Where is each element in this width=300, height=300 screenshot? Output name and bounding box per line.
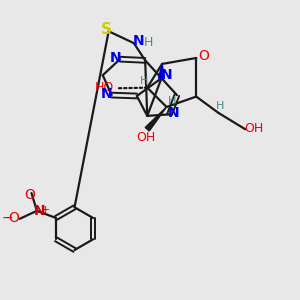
Text: N: N [101,87,113,101]
Text: O: O [198,49,209,63]
Text: −: − [2,211,14,225]
Text: N: N [110,51,121,65]
Text: N: N [133,34,145,48]
Text: H: H [143,36,153,49]
Text: OH: OH [136,131,155,144]
Polygon shape [145,107,166,131]
Polygon shape [158,64,164,78]
Text: N: N [168,106,179,120]
Text: H: H [168,96,176,106]
Text: S: S [101,22,112,37]
Text: O: O [25,188,35,202]
Text: N: N [160,68,172,82]
Text: O: O [8,211,19,225]
Text: H: H [140,76,148,86]
Text: HO: HO [95,81,114,94]
Text: N: N [34,204,46,218]
Text: +: + [40,205,50,215]
Text: H: H [216,101,224,111]
Text: OH: OH [244,122,264,135]
